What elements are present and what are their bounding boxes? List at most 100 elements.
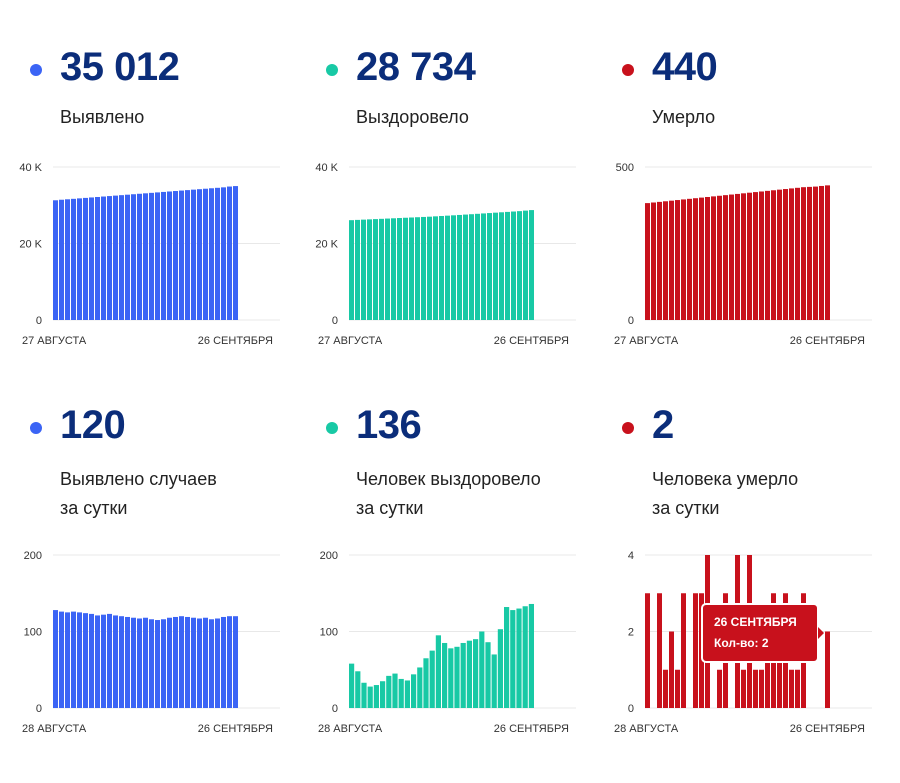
bar (391, 218, 396, 320)
bar (693, 198, 698, 320)
bar (355, 219, 360, 320)
panel-label: Умерло (652, 107, 716, 127)
x-end-label: 26 СЕНТЯБРЯ (494, 335, 569, 347)
bar (83, 197, 88, 320)
bar (789, 188, 794, 320)
bar (522, 606, 528, 708)
bar (221, 616, 226, 708)
bar (497, 629, 503, 708)
bar (59, 199, 64, 320)
bar (53, 610, 58, 708)
x-start-label: 28 АВГУСТА (614, 723, 679, 735)
panel-label: Человека умерло за сутки (652, 465, 798, 523)
bar (179, 616, 184, 708)
y-tick-label: 500 (616, 162, 634, 174)
legend-dot (30, 422, 42, 434)
bar (155, 620, 160, 708)
daily-value: 136 (356, 403, 422, 447)
bar (215, 187, 220, 320)
bar (131, 194, 136, 320)
bar (517, 211, 522, 320)
bar (747, 192, 752, 320)
bar (801, 187, 806, 320)
bar (699, 197, 704, 320)
tooltip-value: Кол-во: 2 (714, 636, 769, 650)
bar (101, 614, 106, 708)
bar (423, 658, 429, 708)
bar (669, 200, 674, 320)
bar (675, 200, 680, 320)
legend-dot (326, 422, 338, 434)
bar (107, 196, 112, 320)
bar (191, 617, 196, 708)
bar (771, 190, 776, 320)
y-tick-label: 40 K (315, 162, 338, 174)
panel-label: Выявлено (60, 107, 145, 127)
bar (173, 616, 178, 708)
chart-recovered-daily[interactable]: 0 100 200 28 АВГУСТА 26 СЕНТЯБРЯ (306, 543, 576, 735)
bar (143, 193, 148, 320)
bar (167, 617, 172, 708)
bar (777, 631, 782, 708)
bar (101, 196, 106, 320)
bar (361, 682, 367, 708)
bar (113, 615, 118, 708)
bar (765, 190, 770, 320)
bar (349, 220, 354, 320)
bar (717, 669, 722, 708)
chart-recovered-total[interactable]: 0 20 K 40 K 27 АВГУСТА 26 СЕНТЯБРЯ (306, 155, 576, 347)
bar (203, 617, 208, 708)
chart-deaths-daily[interactable]: 0 2 4 28 АВГУСТА 26 СЕНТЯБРЯ 26 СЕНТЯБРЯ Кол-в… (602, 543, 872, 735)
bar (227, 616, 232, 708)
bar (783, 189, 788, 320)
bar (681, 593, 686, 708)
x-start-label: 28 АВГУСТА (318, 723, 383, 735)
bar (729, 194, 734, 320)
bar (435, 635, 441, 708)
bar (657, 201, 662, 320)
bar (125, 616, 130, 708)
bar (53, 200, 58, 320)
y-tick-label: 100 (24, 627, 42, 639)
chart-deaths-total[interactable]: 0 500 27 АВГУСТА 26 СЕНТЯБРЯ (602, 155, 872, 347)
bar (417, 667, 423, 708)
bar (119, 195, 124, 320)
chart-detected-total[interactable]: 0 20 K 40 K 27 АВГУСТА 26 СЕНТЯБРЯ (10, 155, 280, 347)
x-start-label: 28 АВГУСТА (22, 723, 87, 735)
panel-label: Выявлено случаев за сутки (60, 465, 217, 523)
x-end-label: 26 СЕНТЯБРЯ (198, 723, 273, 735)
bar (473, 639, 479, 708)
bar (65, 199, 70, 320)
bar (510, 610, 516, 708)
bar (415, 217, 420, 320)
bar (380, 681, 386, 708)
bar (137, 193, 142, 320)
bar (227, 186, 232, 320)
bar (753, 669, 758, 708)
bar (442, 642, 448, 708)
panel-recovered: 28 734 Выздоровело (326, 45, 616, 425)
bar (119, 616, 124, 708)
bar (475, 213, 480, 320)
bar (645, 203, 650, 320)
y-tick-label: 2 (628, 627, 634, 639)
bar (59, 611, 64, 708)
bar (143, 617, 148, 708)
bar (349, 663, 355, 708)
tooltip-date: 26 СЕНТЯБРЯ (714, 615, 797, 629)
bar (663, 201, 668, 320)
chart-detected-daily[interactable]: 0 100 200 28 АВГУСТА 26 СЕНТЯБРЯ (10, 543, 280, 735)
bar (215, 618, 220, 708)
panel-label: Человек выздоровело за сутки (356, 465, 541, 523)
bar (645, 593, 650, 708)
bar (765, 631, 770, 708)
panel-daily-deaths: 2 Человека умерло за сутки (622, 403, 900, 783)
bar (83, 613, 88, 708)
bar (65, 612, 70, 708)
bar (185, 190, 190, 320)
legend-dot (622, 64, 634, 76)
daily-value: 2 (652, 403, 674, 447)
bar (479, 631, 485, 708)
bar (403, 217, 408, 320)
panel-label-line2: за сутки (60, 498, 128, 518)
